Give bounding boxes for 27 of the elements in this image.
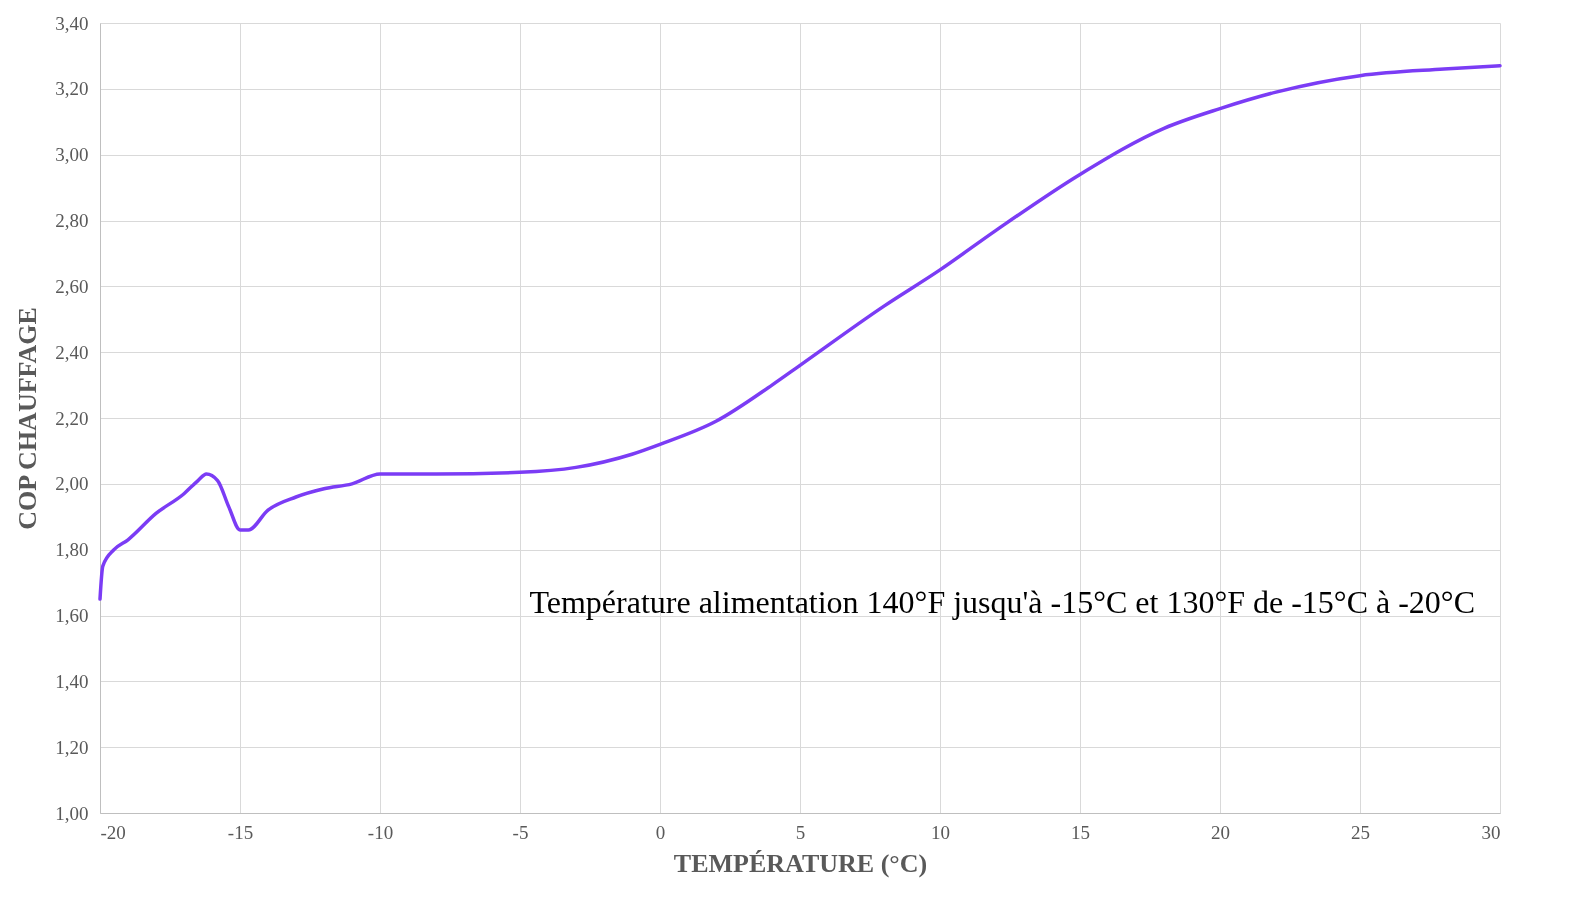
- y-tick-label: 2,80: [55, 210, 89, 231]
- x-tick-label: 5: [795, 821, 806, 843]
- y-tick-label: 1,20: [55, 736, 89, 758]
- y-tick-label: 3,20: [55, 78, 89, 100]
- y-tick-label: 1,80: [55, 539, 89, 561]
- x-axis-title: TEMPÉRATURE (°C): [673, 848, 928, 878]
- x-tick-label: 25: [1351, 821, 1370, 843]
- y-tick-label: 2,00: [55, 473, 89, 495]
- x-tick-label: 15: [1071, 821, 1090, 843]
- y-tick-label: 2,20: [55, 407, 89, 429]
- x-tick-label: -20: [100, 821, 126, 843]
- y-tick-label: 1,60: [55, 605, 89, 626]
- y-tick-label: 2,40: [55, 341, 89, 363]
- y-tick-label: 3,40: [55, 12, 89, 34]
- x-tick-label: -15: [227, 821, 254, 843]
- x-tick-label: -5: [512, 821, 529, 843]
- x-tick-label: -10: [367, 821, 394, 843]
- y-tick-label: 2,60: [55, 275, 89, 297]
- x-tick-label: 30: [1481, 821, 1501, 843]
- x-tick-label: 0: [655, 821, 666, 843]
- y-tick-label: 1,00: [55, 802, 89, 824]
- x-tick-label: 10: [931, 821, 950, 843]
- y-tick-label: 1,40: [55, 670, 89, 692]
- annotation: Température alimentation 140°F jusqu'à -15°C et 130°F de -15°C à -20°C: [529, 584, 1475, 620]
- y-tick-label: 3,00: [55, 144, 89, 166]
- x-tick-label: 20: [1211, 821, 1230, 843]
- y-axis-title: COP CHAUFFAGE: [13, 307, 43, 530]
